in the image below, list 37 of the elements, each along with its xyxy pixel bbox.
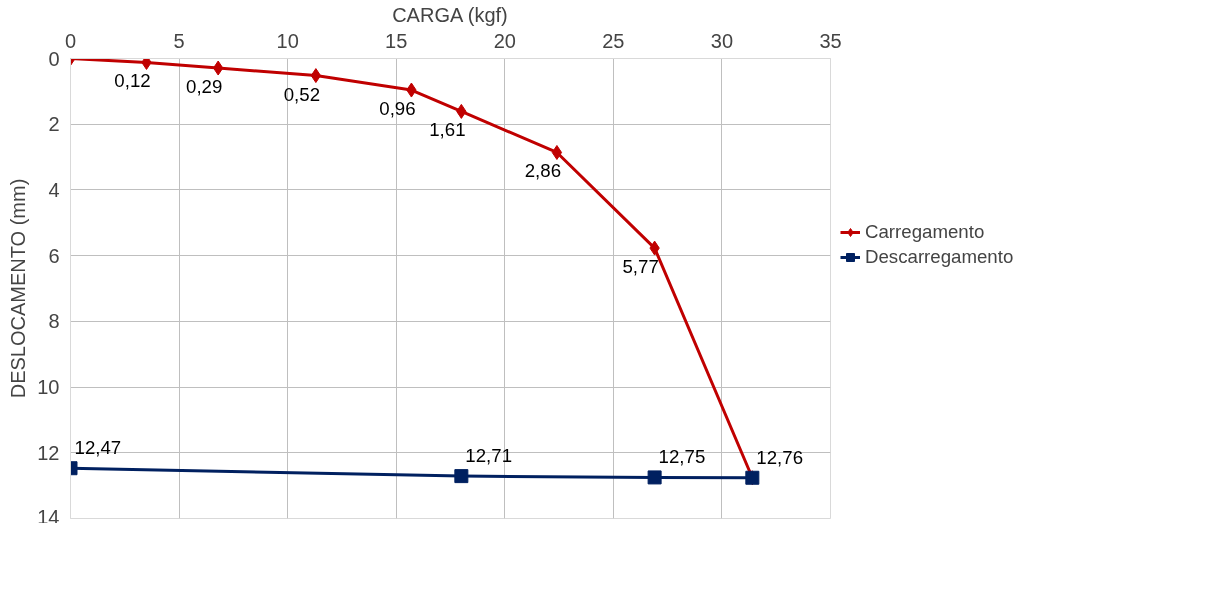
- y-tick-label: 6: [48, 244, 60, 267]
- data-label: 1,61: [429, 119, 466, 141]
- data-label: 5,77: [622, 256, 659, 278]
- y-tick-label: 8: [48, 310, 60, 333]
- x-axis-title: CARGA (kgf): [392, 3, 508, 26]
- y-tick-label: 12: [37, 441, 60, 464]
- x-tick-label: 15: [385, 29, 408, 52]
- y-tick-label: 14: [37, 505, 60, 528]
- data-label: 0,96: [379, 98, 416, 120]
- point: [551, 144, 563, 160]
- point: [212, 60, 224, 76]
- point: [454, 469, 469, 484]
- data-label: 0,29: [186, 76, 223, 98]
- data-label: 12,76: [756, 446, 804, 468]
- y-tick-label: 4: [48, 178, 60, 201]
- x-tick-label: 25: [602, 29, 625, 52]
- y-tick-label: 2: [48, 113, 60, 136]
- data-label: 0,52: [283, 83, 321, 105]
- data-label: 2,86: [524, 160, 562, 182]
- x-tick-label: 30: [710, 29, 734, 52]
- data-label: 12,71: [465, 445, 513, 467]
- point: [141, 58, 152, 70]
- x-tick-label: 20: [493, 29, 516, 52]
- data-label: 12,75: [658, 446, 706, 468]
- x-tick-label: 0: [64, 29, 77, 52]
- y-tick-label: 0: [48, 47, 60, 70]
- x-tick-label: 35: [819, 29, 842, 52]
- data-label: 0,12: [114, 70, 151, 92]
- legend-label: Descarregamento: [865, 246, 1014, 268]
- data-label: 12,47: [74, 437, 122, 459]
- point: [310, 68, 322, 84]
- legend-label: Carregamento: [865, 221, 985, 243]
- x-tick-label: 5: [173, 29, 185, 52]
- point: [647, 470, 662, 485]
- y-axis-title: DESLOCAMENTO (mm): [7, 178, 30, 399]
- x-tick-label: 10: [276, 29, 299, 52]
- y-tick-label: 10: [37, 376, 60, 399]
